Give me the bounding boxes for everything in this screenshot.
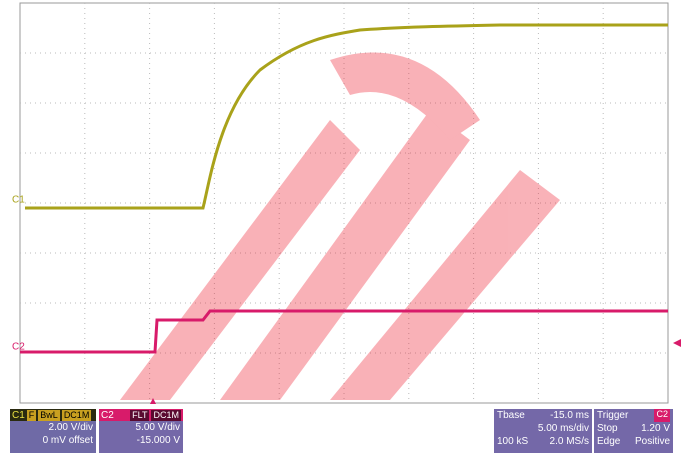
timebase-delay: -15.0 ms (550, 410, 589, 421)
grid (20, 3, 668, 403)
trigger-mode: Stop (597, 423, 618, 434)
ch1-scale: 2.00 V/div (48, 422, 93, 433)
timebase-label: Tbase (497, 410, 525, 421)
ch1-trace (25, 23, 668, 210)
ch1-box: C1 F BwL DC1M 2.00 V/div 0 mV offset (10, 409, 96, 453)
trigger-box: Trigger C2 Stop 1.20 V Edge Positive (594, 409, 673, 453)
ch1-tag: F (26, 409, 37, 421)
trigger-header: Trigger C2 (594, 409, 673, 422)
ch2-name: C2 (101, 409, 114, 421)
trigger-source: C2 (654, 409, 670, 422)
trigger-label: Trigger (597, 410, 629, 421)
ch1-marker: C1 (12, 195, 25, 206)
trigger-row: Edge Positive (594, 435, 673, 448)
ch2-tag: FLT (130, 409, 150, 421)
ch2-marker: C2 (12, 342, 25, 353)
ch2-scale: 5.00 V/div (135, 422, 180, 433)
waveform-display: C1 C2 (12, 2, 681, 404)
timebase-acq: 100 kS 2.0 MS/s (494, 435, 592, 448)
ch1-header: C1 F BwL DC1M (10, 409, 96, 421)
timebase-samples: 100 kS (497, 436, 529, 447)
ch2-tag: DC1M (151, 409, 181, 421)
watermark (120, 52, 560, 400)
ch2-box: C2 FLT DC1M 5.00 V/div -15.000 V (99, 409, 183, 453)
trigger-slope: Positive (634, 436, 670, 447)
trigger-row: Stop 1.20 V (594, 422, 673, 435)
ch1-tag: BwL (38, 409, 60, 421)
ch1-offset: 0 mV offset (42, 435, 93, 446)
ch2-offset: -15.000 V (136, 435, 180, 446)
trigger-level-arrow (673, 339, 681, 347)
ch1-tag: DC1M (61, 409, 92, 421)
trigger-type: Edge (597, 436, 621, 447)
timebase-box: Tbase -15.0 ms 5.00 ms/div 100 kS 2.0 MS… (494, 409, 592, 453)
ch2-header: C2 FLT DC1M (99, 409, 183, 421)
timebase-scale: 5.00 ms/div (537, 423, 589, 434)
timebase-rate: 2.0 MS/s (549, 436, 589, 447)
timebase-header: Tbase -15.0 ms (494, 409, 592, 422)
ch1-name: C1 (12, 409, 25, 421)
trigger-position-arrow (150, 398, 156, 404)
ch2-trace (20, 309, 668, 354)
trigger-level: 1.20 V (641, 423, 670, 434)
